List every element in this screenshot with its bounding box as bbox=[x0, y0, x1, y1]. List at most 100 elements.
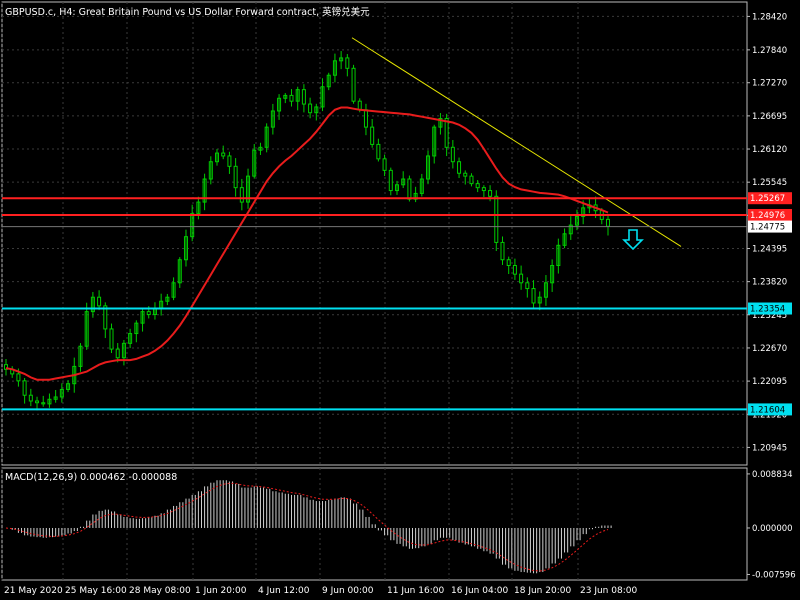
candle-body bbox=[500, 241, 505, 261]
trend-line[interactable] bbox=[351, 37, 682, 247]
price-line-value: 1.23354 bbox=[750, 305, 785, 315]
candle-body bbox=[401, 178, 406, 186]
candle-body bbox=[488, 190, 493, 197]
candle-body bbox=[314, 106, 319, 114]
candle-body bbox=[512, 265, 517, 275]
candle-body bbox=[568, 224, 573, 235]
candle-body bbox=[345, 57, 350, 69]
macd-label: MACD(12,26,9) 0.000462 -0.000088 bbox=[5, 472, 178, 483]
candle-body bbox=[16, 373, 21, 382]
candle-body bbox=[66, 383, 71, 390]
candle-body bbox=[537, 296, 542, 304]
x-tick-label: 23 Jun 08:00 bbox=[580, 586, 637, 596]
candle-body bbox=[550, 265, 555, 284]
candle-body bbox=[53, 396, 58, 400]
candle-body bbox=[376, 143, 381, 160]
candle-body bbox=[97, 296, 102, 307]
candle-body bbox=[128, 333, 133, 344]
candle-body bbox=[227, 155, 232, 167]
y-tick-label: 1.26695 bbox=[752, 112, 787, 122]
candle-body bbox=[252, 149, 257, 177]
candle-body bbox=[450, 146, 455, 163]
candle-body bbox=[332, 60, 337, 76]
x-tick-label: 16 Jun 04:00 bbox=[451, 586, 508, 596]
candle-body bbox=[190, 213, 195, 238]
candle-body bbox=[171, 282, 176, 298]
candle-body bbox=[506, 259, 511, 267]
candle-body bbox=[295, 89, 300, 102]
candle-body bbox=[115, 348, 120, 359]
y-tick-label: 1.23820 bbox=[752, 278, 787, 288]
candle-body bbox=[140, 311, 145, 324]
y-tick-label: 1.26120 bbox=[752, 145, 787, 155]
candle-body bbox=[531, 288, 536, 304]
price-line-badge bbox=[748, 302, 792, 315]
macd-tick-label: 0.008834 bbox=[752, 470, 793, 480]
candle-body bbox=[525, 282, 530, 290]
candle-body bbox=[109, 328, 114, 350]
candle-body bbox=[183, 236, 188, 261]
main-panel-frame bbox=[1, 1, 748, 466]
candle-body bbox=[457, 161, 462, 174]
candle-body bbox=[394, 184, 399, 192]
y-tick-label: 1.25545 bbox=[752, 178, 787, 188]
macd-signal-line bbox=[5, 482, 609, 572]
candle-body bbox=[59, 388, 64, 398]
candle-body bbox=[289, 94, 294, 102]
candle-body bbox=[481, 187, 486, 192]
candle-body bbox=[283, 94, 288, 99]
candle-body bbox=[444, 117, 449, 148]
candle-body bbox=[165, 296, 170, 302]
price-line-value: 1.21604 bbox=[750, 405, 785, 415]
candle-body bbox=[419, 178, 424, 194]
candle-body bbox=[320, 86, 325, 108]
candle-body bbox=[463, 172, 468, 177]
candle-body bbox=[90, 296, 95, 313]
candle-body bbox=[221, 152, 226, 157]
candle-body bbox=[146, 311, 151, 316]
candle-body bbox=[519, 273, 524, 284]
candle-body bbox=[202, 178, 207, 203]
candle-body bbox=[432, 126, 437, 157]
y-tick-label: 1.22095 bbox=[752, 377, 787, 387]
price-line-badge bbox=[748, 208, 792, 221]
candle-body bbox=[35, 400, 40, 404]
candle-body bbox=[233, 165, 238, 189]
y-tick-label: 1.20945 bbox=[752, 443, 787, 453]
price-line-badge bbox=[748, 192, 792, 205]
candle-body bbox=[301, 89, 306, 105]
candle-body bbox=[215, 152, 220, 163]
candle-body bbox=[84, 311, 89, 347]
candle-body bbox=[351, 67, 356, 102]
candle-body bbox=[469, 175, 474, 185]
candle-body bbox=[4, 364, 8, 370]
candle-body bbox=[196, 201, 201, 215]
candle-body bbox=[308, 103, 313, 114]
candle-body bbox=[208, 161, 213, 180]
y-tick-label: 1.23245 bbox=[752, 311, 787, 321]
candle-body bbox=[475, 183, 480, 189]
last-price-badge bbox=[748, 220, 792, 233]
candle-body bbox=[103, 305, 108, 330]
candle-body bbox=[134, 322, 139, 335]
macd-panel-frame bbox=[1, 467, 748, 581]
candle-body bbox=[407, 178, 412, 200]
candle-body bbox=[78, 345, 83, 367]
candle-body bbox=[581, 207, 586, 217]
y-tick-label: 1.28420 bbox=[752, 12, 787, 22]
macd-tick-label: 0.000000 bbox=[752, 524, 793, 534]
candle-body bbox=[370, 126, 375, 145]
candle-body bbox=[246, 175, 251, 203]
candle-body bbox=[606, 218, 610, 227]
candle-body bbox=[382, 158, 387, 171]
candle-body bbox=[239, 187, 244, 203]
y-tick-label: 1.27840 bbox=[752, 46, 787, 56]
candle-body bbox=[574, 215, 579, 226]
x-tick-label: 25 May 16:00 bbox=[65, 586, 127, 596]
candle-body bbox=[494, 195, 499, 243]
y-tick-label: 1.24395 bbox=[752, 244, 787, 254]
candle-body bbox=[28, 394, 33, 402]
candle-body bbox=[41, 402, 46, 405]
down-arrow-icon bbox=[622, 229, 644, 251]
